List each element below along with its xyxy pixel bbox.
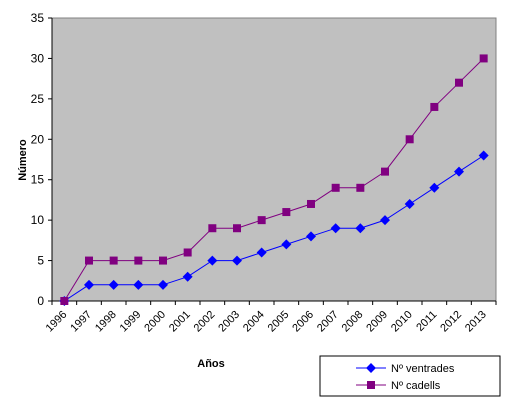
- series-1-point: [381, 167, 389, 176]
- series-1-point: [233, 224, 241, 233]
- series-0-point: [108, 279, 119, 290]
- series-0-point: [454, 166, 464, 177]
- x-axis: 1996199719981999200020012002200320042005…: [44, 300, 497, 335]
- series-1-point: [257, 216, 266, 225]
- x-tick-label: 2012: [438, 309, 464, 335]
- legend-marker-ventrades: [366, 363, 376, 373]
- x-tick-label: 2001: [167, 309, 193, 335]
- y-tick-label: 0: [37, 294, 44, 308]
- series-layer: [59, 54, 489, 306]
- y-tick-label: 20: [31, 132, 45, 146]
- series-0-point: [306, 231, 316, 242]
- series-0-point: [404, 198, 415, 209]
- y-axis-title: Número: [17, 139, 29, 181]
- legend-marker-cadells: [367, 381, 375, 389]
- series-1-point: [85, 256, 93, 265]
- x-tick-label: 2007: [315, 309, 341, 335]
- series-1-point: [479, 54, 488, 63]
- y-tick-label: 30: [31, 51, 45, 65]
- series-line-1: [63, 58, 485, 302]
- y-axis: 0 5 10 15 20 25 30 35: [31, 11, 53, 308]
- series-1-point: [307, 199, 315, 208]
- x-tick-label: 1996: [44, 309, 70, 335]
- x-tick-label: 2006: [290, 309, 316, 335]
- y-tick-label: 5: [37, 254, 44, 268]
- x-tick-label: 1998: [93, 309, 119, 335]
- series-1-point: [282, 208, 291, 217]
- series-1-point: [60, 297, 69, 305]
- legend-label-cadells: Nº cadells: [391, 380, 441, 392]
- series-0-point: [207, 255, 218, 266]
- x-tick-label: 2008: [340, 309, 366, 335]
- series-0-point: [281, 239, 292, 250]
- series-0-point: [355, 223, 366, 234]
- series-0-point: [380, 215, 390, 226]
- x-tick-label: 2002: [192, 309, 218, 335]
- x-tick-label: 2004: [241, 309, 267, 335]
- x-tick-label: 2005: [266, 309, 292, 335]
- x-axis-title: Años: [197, 358, 225, 370]
- series-0-point: [478, 150, 489, 161]
- x-tick-label: 2011: [414, 309, 439, 334]
- y-tick-label: 10: [31, 213, 45, 227]
- legend-box: [319, 355, 501, 397]
- x-tick-label: 2013: [463, 309, 489, 335]
- series-0-point: [84, 279, 94, 290]
- series-0-point: [158, 279, 168, 290]
- y-tick-label: 35: [31, 11, 45, 25]
- series-1-point: [109, 256, 118, 265]
- series-0-point: [256, 247, 267, 258]
- series-0-point: [330, 223, 341, 234]
- series-1-point: [455, 78, 463, 87]
- x-tick-label: 1997: [68, 309, 94, 335]
- y-tick-label: 15: [31, 173, 45, 187]
- x-tick-label: 1999: [118, 309, 144, 335]
- series-0-point: [182, 271, 193, 282]
- series-0-point: [232, 255, 242, 266]
- series-1-point: [183, 248, 192, 257]
- series-1-point: [134, 256, 143, 265]
- y-tick-label: 25: [31, 92, 45, 106]
- x-tick-label: 2009: [364, 309, 390, 335]
- series-1-point: [208, 224, 217, 233]
- series-1-point: [331, 183, 340, 192]
- series-1-point: [430, 102, 439, 111]
- series-1-point: [405, 135, 414, 144]
- plot-area: [51, 17, 497, 302]
- x-tick-label: 2000: [142, 309, 168, 335]
- x-tick-label: 2010: [389, 309, 415, 335]
- series-0-point: [133, 279, 144, 290]
- legend: Nº ventrades Nº cadells: [319, 355, 501, 397]
- series-1-point: [356, 183, 365, 192]
- series-1-point: [159, 256, 167, 265]
- x-tick-label: 2003: [216, 309, 242, 335]
- series-0-point: [429, 182, 440, 193]
- legend-label-ventrades: Nº ventrades: [391, 363, 455, 375]
